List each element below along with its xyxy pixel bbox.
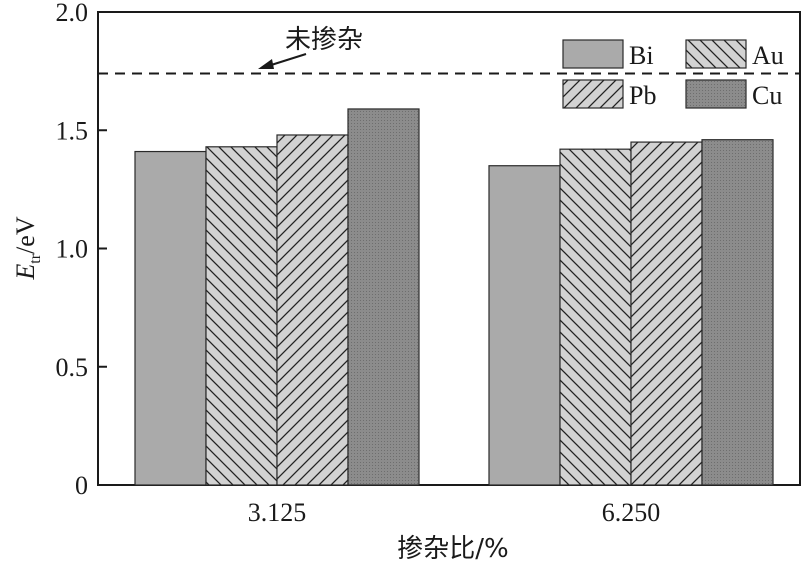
svg-text:Etr/eV: Etr/eV — [11, 216, 44, 280]
bar-au-6.250 — [559, 148, 632, 486]
bar-bi-3.125 — [134, 150, 207, 486]
legend-label-au: Au — [752, 41, 784, 70]
bars — [134, 108, 774, 486]
reference-line-label: 未掺杂 — [285, 25, 363, 55]
bar-au-3.125 — [205, 146, 278, 486]
legend-swatch-pb — [562, 79, 624, 109]
x-axis-label: 掺杂比/% — [397, 534, 508, 564]
legend-swatch-cu — [685, 79, 747, 109]
reference-line-group: 未掺杂 — [98, 25, 800, 75]
x-tick-label: 6.250 — [602, 498, 661, 527]
annotation-arrow-shaft — [267, 53, 307, 67]
y-axis-label-symbol: E — [11, 264, 40, 281]
y-axis-label-unit: /eV — [11, 216, 40, 254]
legend-label-pb: Pb — [629, 81, 656, 110]
bar-cu-3.125 — [347, 108, 420, 486]
bar-pb-6.250 — [630, 141, 703, 486]
legend-label-cu: Cu — [752, 81, 782, 110]
y-axis: 0 0.5 1.0 1.5 2.0 — [56, 0, 107, 500]
y-tick-label: 0.5 — [56, 353, 89, 382]
bar-bi-6.250 — [488, 165, 561, 486]
y-tick-label: 1.0 — [56, 235, 89, 264]
annotation-arrow-head — [258, 59, 274, 69]
y-axis-label-subscript: tr — [27, 253, 44, 263]
y-tick-label: 1.5 — [56, 116, 89, 145]
y-tick-label: 2.0 — [56, 0, 89, 27]
legend-swatch-au — [685, 39, 747, 69]
legend-swatch-bi — [562, 39, 624, 69]
bar-cu-6.250 — [701, 139, 774, 486]
y-tick-label: 0 — [75, 471, 88, 500]
legend-label-bi: Bi — [629, 41, 654, 70]
bar-pb-3.125 — [276, 134, 349, 486]
y-axis-label: Etr/eV — [11, 216, 44, 280]
legend: Bi Au Pb Cu — [562, 39, 784, 110]
x-tick-label: 3.125 — [248, 498, 307, 527]
